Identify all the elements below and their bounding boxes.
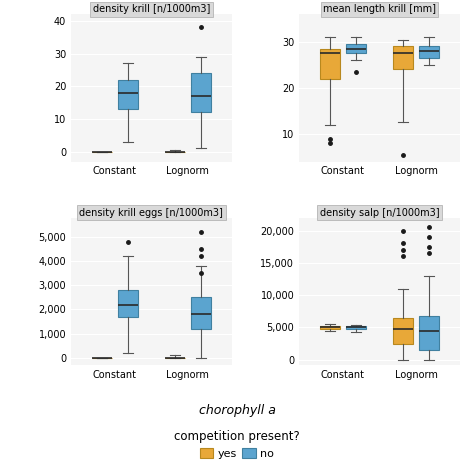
Title: density krill eggs [n/1000m3]: density krill eggs [n/1000m3]: [80, 208, 223, 218]
PathPatch shape: [419, 316, 439, 350]
PathPatch shape: [346, 44, 366, 54]
Text: chorophyll a: chorophyll a: [199, 403, 275, 417]
PathPatch shape: [346, 326, 366, 329]
Title: mean length krill [mm]: mean length krill [mm]: [323, 4, 436, 14]
PathPatch shape: [319, 49, 340, 79]
Title: density salp [n/1000m3]: density salp [n/1000m3]: [319, 208, 439, 218]
PathPatch shape: [392, 46, 413, 70]
PathPatch shape: [191, 297, 211, 329]
PathPatch shape: [392, 318, 413, 344]
PathPatch shape: [118, 290, 138, 317]
PathPatch shape: [191, 73, 211, 112]
Title: density krill [n/1000m3]: density krill [n/1000m3]: [93, 4, 210, 14]
Legend: yes, no: yes, no: [170, 426, 304, 464]
PathPatch shape: [319, 326, 340, 329]
PathPatch shape: [118, 80, 138, 109]
PathPatch shape: [419, 46, 439, 58]
